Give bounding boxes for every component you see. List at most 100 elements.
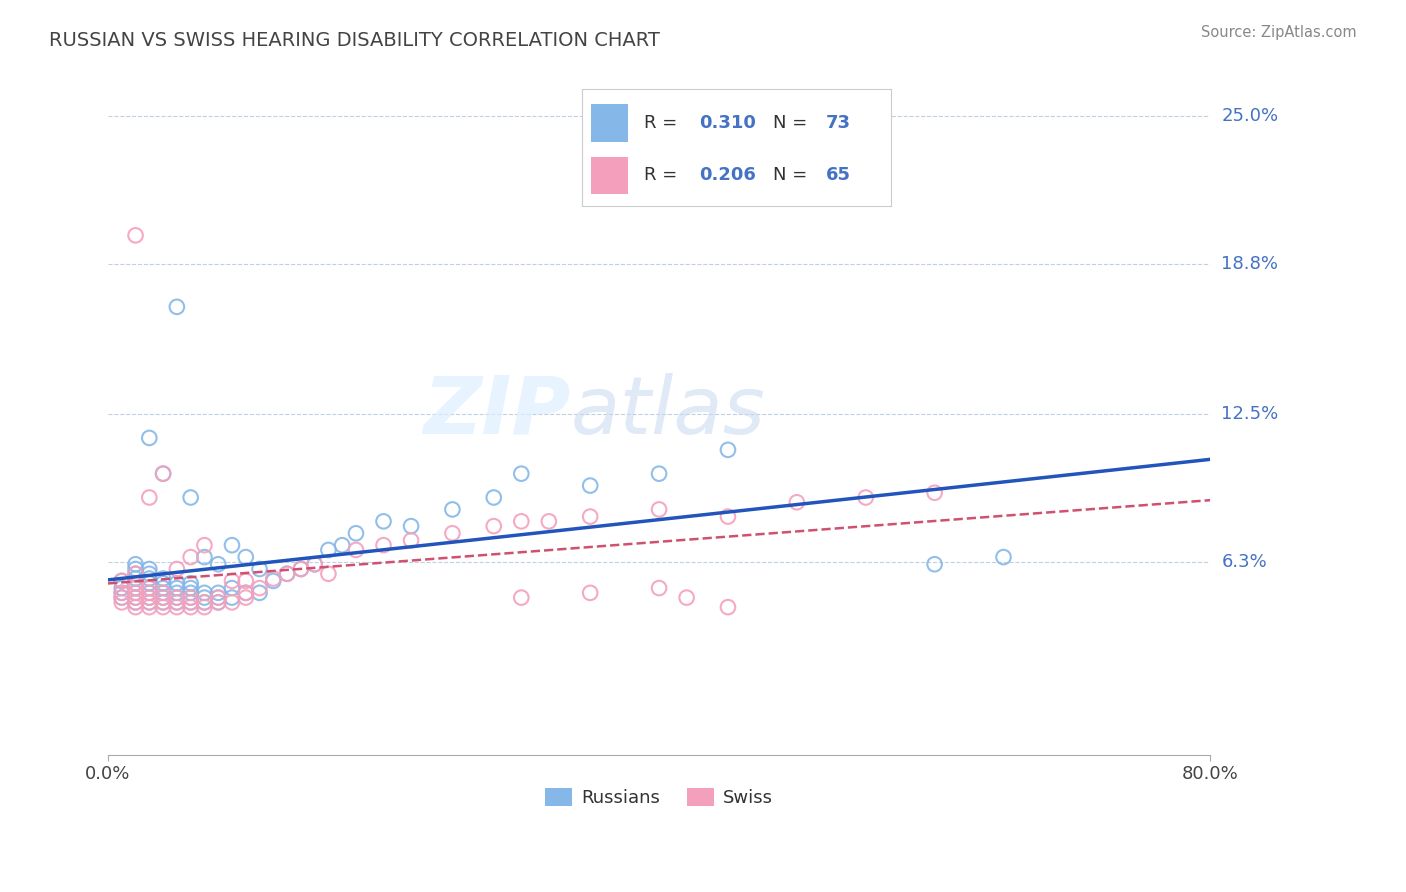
Point bbox=[180, 600, 202, 615]
Point bbox=[180, 595, 202, 609]
Point bbox=[262, 574, 284, 588]
Point bbox=[399, 533, 422, 548]
Point bbox=[111, 586, 134, 600]
Point bbox=[124, 581, 146, 595]
Point bbox=[180, 491, 202, 505]
Point bbox=[993, 550, 1015, 565]
Point bbox=[138, 581, 160, 595]
Point bbox=[648, 581, 671, 595]
Point bbox=[924, 485, 946, 500]
Point bbox=[166, 576, 188, 591]
Point bbox=[207, 591, 229, 605]
Point bbox=[304, 558, 326, 572]
Point bbox=[124, 600, 146, 615]
Point bbox=[152, 467, 174, 481]
Point bbox=[166, 600, 188, 615]
Point bbox=[166, 562, 188, 576]
Point bbox=[166, 300, 188, 314]
Point bbox=[924, 558, 946, 572]
Point bbox=[235, 586, 257, 600]
Point bbox=[124, 576, 146, 591]
Point bbox=[180, 591, 202, 605]
Point bbox=[138, 562, 160, 576]
Point bbox=[344, 526, 367, 541]
Point bbox=[124, 228, 146, 243]
Point bbox=[180, 591, 202, 605]
Point bbox=[180, 581, 202, 595]
Point bbox=[249, 581, 271, 595]
Point bbox=[482, 519, 505, 533]
Point bbox=[193, 538, 215, 552]
Point bbox=[193, 595, 215, 609]
Point bbox=[207, 558, 229, 572]
Point bbox=[138, 491, 160, 505]
Point bbox=[152, 595, 174, 609]
Point bbox=[675, 591, 697, 605]
Point bbox=[166, 591, 188, 605]
Point bbox=[138, 581, 160, 595]
Point bbox=[579, 509, 602, 524]
Point bbox=[138, 431, 160, 445]
Legend: Russians, Swiss: Russians, Swiss bbox=[537, 780, 780, 814]
Point bbox=[124, 576, 146, 591]
Point bbox=[235, 586, 257, 600]
Point bbox=[235, 550, 257, 565]
Point bbox=[786, 495, 808, 509]
Point bbox=[138, 595, 160, 609]
Point bbox=[152, 591, 174, 605]
Point bbox=[510, 467, 533, 481]
Point bbox=[138, 576, 160, 591]
Point bbox=[124, 558, 146, 572]
Point bbox=[124, 566, 146, 581]
Point bbox=[193, 586, 215, 600]
Point bbox=[111, 586, 134, 600]
Point bbox=[124, 595, 146, 609]
Point bbox=[138, 600, 160, 615]
Point bbox=[152, 576, 174, 591]
Point bbox=[180, 576, 202, 591]
Point bbox=[482, 491, 505, 505]
Point bbox=[537, 514, 560, 528]
Point bbox=[124, 581, 146, 595]
Point bbox=[235, 591, 257, 605]
Point bbox=[221, 538, 243, 552]
Point bbox=[193, 600, 215, 615]
Point bbox=[152, 600, 174, 615]
Point bbox=[276, 566, 298, 581]
Point bbox=[124, 562, 146, 576]
Point bbox=[193, 550, 215, 565]
Point bbox=[221, 574, 243, 588]
Point bbox=[166, 595, 188, 609]
Point bbox=[193, 591, 215, 605]
Point bbox=[318, 543, 340, 558]
Point bbox=[124, 586, 146, 600]
Point bbox=[166, 591, 188, 605]
Point bbox=[193, 595, 215, 609]
Point bbox=[152, 591, 174, 605]
Text: Source: ZipAtlas.com: Source: ZipAtlas.com bbox=[1201, 25, 1357, 40]
Point bbox=[180, 550, 202, 565]
Point bbox=[717, 600, 740, 615]
Point bbox=[124, 572, 146, 586]
Point bbox=[318, 566, 340, 581]
Point bbox=[207, 595, 229, 609]
Point bbox=[152, 572, 174, 586]
Point bbox=[111, 591, 134, 605]
Point bbox=[111, 574, 134, 588]
Point bbox=[166, 595, 188, 609]
Point bbox=[138, 586, 160, 600]
Point bbox=[717, 442, 740, 457]
Point bbox=[249, 586, 271, 600]
Point bbox=[124, 595, 146, 609]
Point bbox=[441, 502, 464, 516]
Point bbox=[111, 591, 134, 605]
Point bbox=[138, 591, 160, 605]
Point bbox=[373, 538, 395, 552]
Text: RUSSIAN VS SWISS HEARING DISABILITY CORRELATION CHART: RUSSIAN VS SWISS HEARING DISABILITY CORR… bbox=[49, 31, 659, 50]
Point bbox=[111, 595, 134, 609]
Point bbox=[579, 478, 602, 492]
Point bbox=[235, 574, 257, 588]
Point bbox=[221, 591, 243, 605]
Point bbox=[166, 581, 188, 595]
Point bbox=[180, 586, 202, 600]
